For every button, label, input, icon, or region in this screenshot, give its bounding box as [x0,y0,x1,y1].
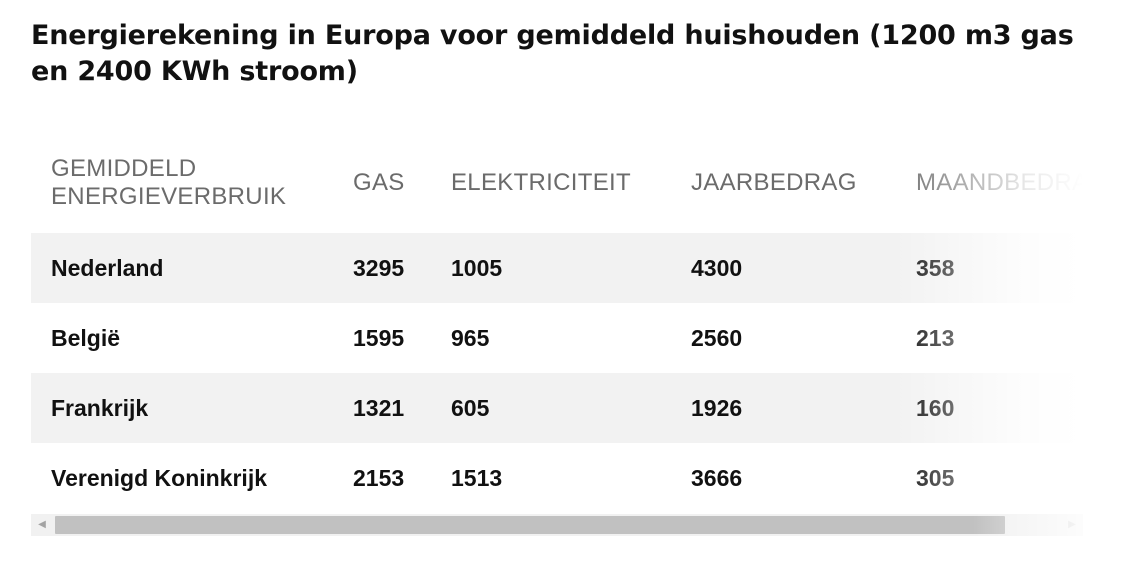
scrollbar-thumb[interactable] [55,516,1005,534]
cell-electricity: 965 [451,325,490,351]
cell-year-amount: 4300 [691,255,743,281]
cell-year-amount: 3666 [691,465,743,491]
cell-year-amount: 2560 [691,325,743,351]
cell-month-amount: 305 [916,465,955,491]
energy-table[interactable]: GEMIDDELD ENERGIEVERBRUIK GAS ELEKTRICIT… [31,140,1083,540]
cell-country: Frankrijk [51,395,149,421]
cell-gas: 3295 [353,255,405,281]
header-gas: GAS [353,169,405,196]
page-title: Energierekening in Europa voor gemiddeld… [31,20,1074,87]
cell-gas: 1595 [353,325,405,351]
cell-month-amount: 358 [916,255,955,281]
cell-electricity: 605 [451,395,490,421]
chevron-left-icon[interactable]: ◀ [38,519,46,530]
horizontal-scrollbar[interactable]: ◀ ▶ [31,514,1083,536]
cell-month-amount: 160 [916,395,955,421]
chevron-right-icon[interactable]: ▶ [1068,519,1076,530]
table-row: Verenigd Koninkrijk 2153 1513 3666 305 [31,443,1083,513]
cell-year-amount: 1926 [691,395,743,421]
header-electricity: ELEKTRICITEIT [451,169,631,196]
cell-month-amount: 213 [916,325,955,351]
cell-country: België [51,325,121,351]
cell-country: Verenigd Koninkrijk [51,465,267,491]
cell-gas: 2153 [353,465,405,491]
cell-electricity: 1513 [451,465,503,491]
header-year-amount: JAARBEDRAG [691,169,857,196]
header-country: GEMIDDELD ENERGIEVERBRUIK [51,155,287,210]
table-row: Nederland 3295 1005 4300 358 [31,233,1083,303]
header-month-amount: MAANDBEDRAG [916,169,1083,196]
cell-gas: 1321 [353,395,405,421]
table-row: Frankrijk 1321 605 1926 160 [31,373,1083,443]
table-header: GEMIDDELD ENERGIEVERBRUIK GAS ELEKTRICIT… [31,140,1083,232]
cell-country: Nederland [51,255,164,281]
cell-electricity: 1005 [451,255,503,281]
table-row: België 1595 965 2560 213 [31,303,1083,373]
